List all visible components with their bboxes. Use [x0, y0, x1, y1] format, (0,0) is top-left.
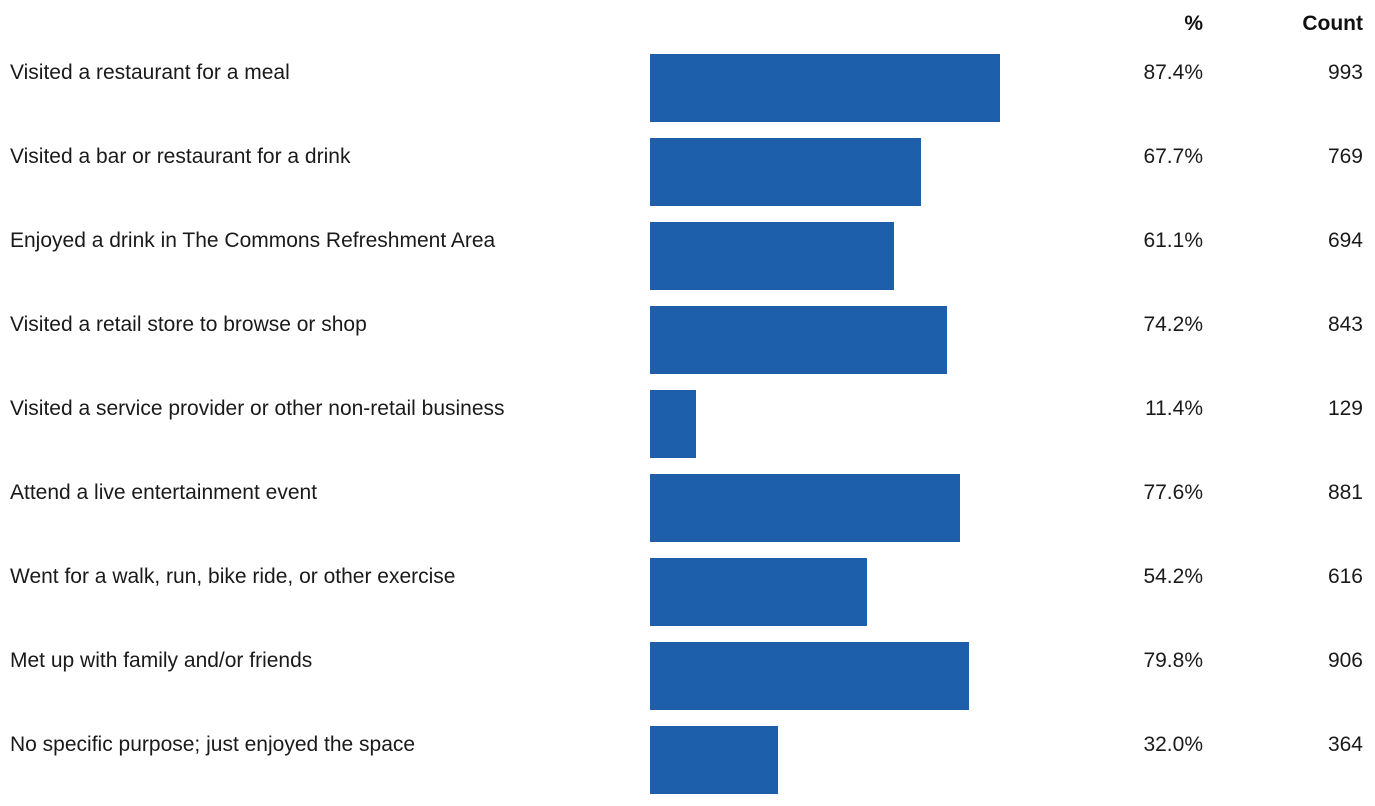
- percent-column-header: %: [1184, 12, 1203, 35]
- category-label: Went for a walk, run, bike ride, or othe…: [10, 565, 456, 588]
- bar-track: [650, 222, 1050, 290]
- category-label: Attend a live entertainment event: [10, 481, 318, 504]
- percent-value: 87.4%: [1143, 61, 1203, 84]
- count-value: 993: [1327, 61, 1363, 84]
- count-column-header: Count: [1302, 12, 1363, 35]
- percent-value: 67.7%: [1143, 145, 1203, 168]
- bar-track: [650, 726, 1050, 794]
- table-header: % Count: [0, 12, 1375, 42]
- chart-row: Attend a live entertainment event 77.6% 88…: [0, 470, 1375, 554]
- percent-value: 11.4%: [1145, 397, 1203, 420]
- chart-row: Visited a bar or restaurant for a drink 6…: [0, 134, 1375, 218]
- count-value: 906: [1327, 649, 1363, 672]
- bar: [650, 726, 778, 794]
- percent-value: 79.8%: [1143, 649, 1203, 672]
- chart-rows: Visited a restaurant for a meal 87.4% 993 V…: [0, 50, 1375, 806]
- bar: [650, 54, 1000, 122]
- bar: [650, 390, 696, 458]
- chart-row: Visited a service provider or other non-…: [0, 386, 1375, 470]
- percent-value: 77.6%: [1143, 481, 1203, 504]
- category-label: Visited a retail store to browse or shop: [10, 313, 367, 336]
- count-value: 769: [1327, 145, 1363, 168]
- count-value: 364: [1327, 733, 1363, 756]
- category-label: Enjoyed a drink in The Commons Refreshme…: [10, 229, 496, 252]
- bar: [650, 474, 961, 542]
- bar: [650, 138, 921, 206]
- category-label: Visited a service provider or other non-…: [10, 397, 505, 420]
- chart-row: Visited a restaurant for a meal 87.4% 993: [0, 50, 1375, 134]
- category-label: Visited a restaurant for a meal: [10, 61, 290, 84]
- bar: [650, 306, 947, 374]
- bar-track: [650, 474, 1050, 542]
- percent-value: 54.2%: [1143, 565, 1203, 588]
- percent-value: 32.0%: [1143, 733, 1203, 756]
- percent-value: 74.2%: [1143, 313, 1203, 336]
- category-label: Met up with family and/or friends: [10, 649, 313, 672]
- bar-track: [650, 54, 1050, 122]
- chart-row: Visited a retail store to browse or shop…: [0, 302, 1375, 386]
- bar-track: [650, 306, 1050, 374]
- category-label: No specific purpose; just enjoyed the sp…: [10, 733, 416, 756]
- count-value: 129: [1327, 397, 1363, 420]
- count-value: 616: [1327, 565, 1363, 588]
- percent-value: 61.1%: [1143, 229, 1203, 252]
- bar-track: [650, 390, 1050, 458]
- bar: [650, 222, 895, 290]
- count-value: 843: [1327, 313, 1363, 336]
- bar-track: [650, 558, 1050, 626]
- chart-row: No specific purpose; just enjoyed the sp…: [0, 722, 1375, 806]
- bar-track: [650, 642, 1050, 710]
- chart-row: Went for a walk, run, bike ride, or othe…: [0, 554, 1375, 638]
- bar: [650, 642, 970, 710]
- chart-row: Met up with family and/or friends 79.8% 90…: [0, 638, 1375, 722]
- chart-row: Enjoyed a drink in The Commons Refreshme…: [0, 218, 1375, 302]
- category-label: Visited a bar or restaurant for a drink: [10, 145, 351, 168]
- count-value: 694: [1327, 229, 1363, 252]
- bar-track: [650, 138, 1050, 206]
- count-value: 881: [1327, 481, 1363, 504]
- bar: [650, 558, 867, 626]
